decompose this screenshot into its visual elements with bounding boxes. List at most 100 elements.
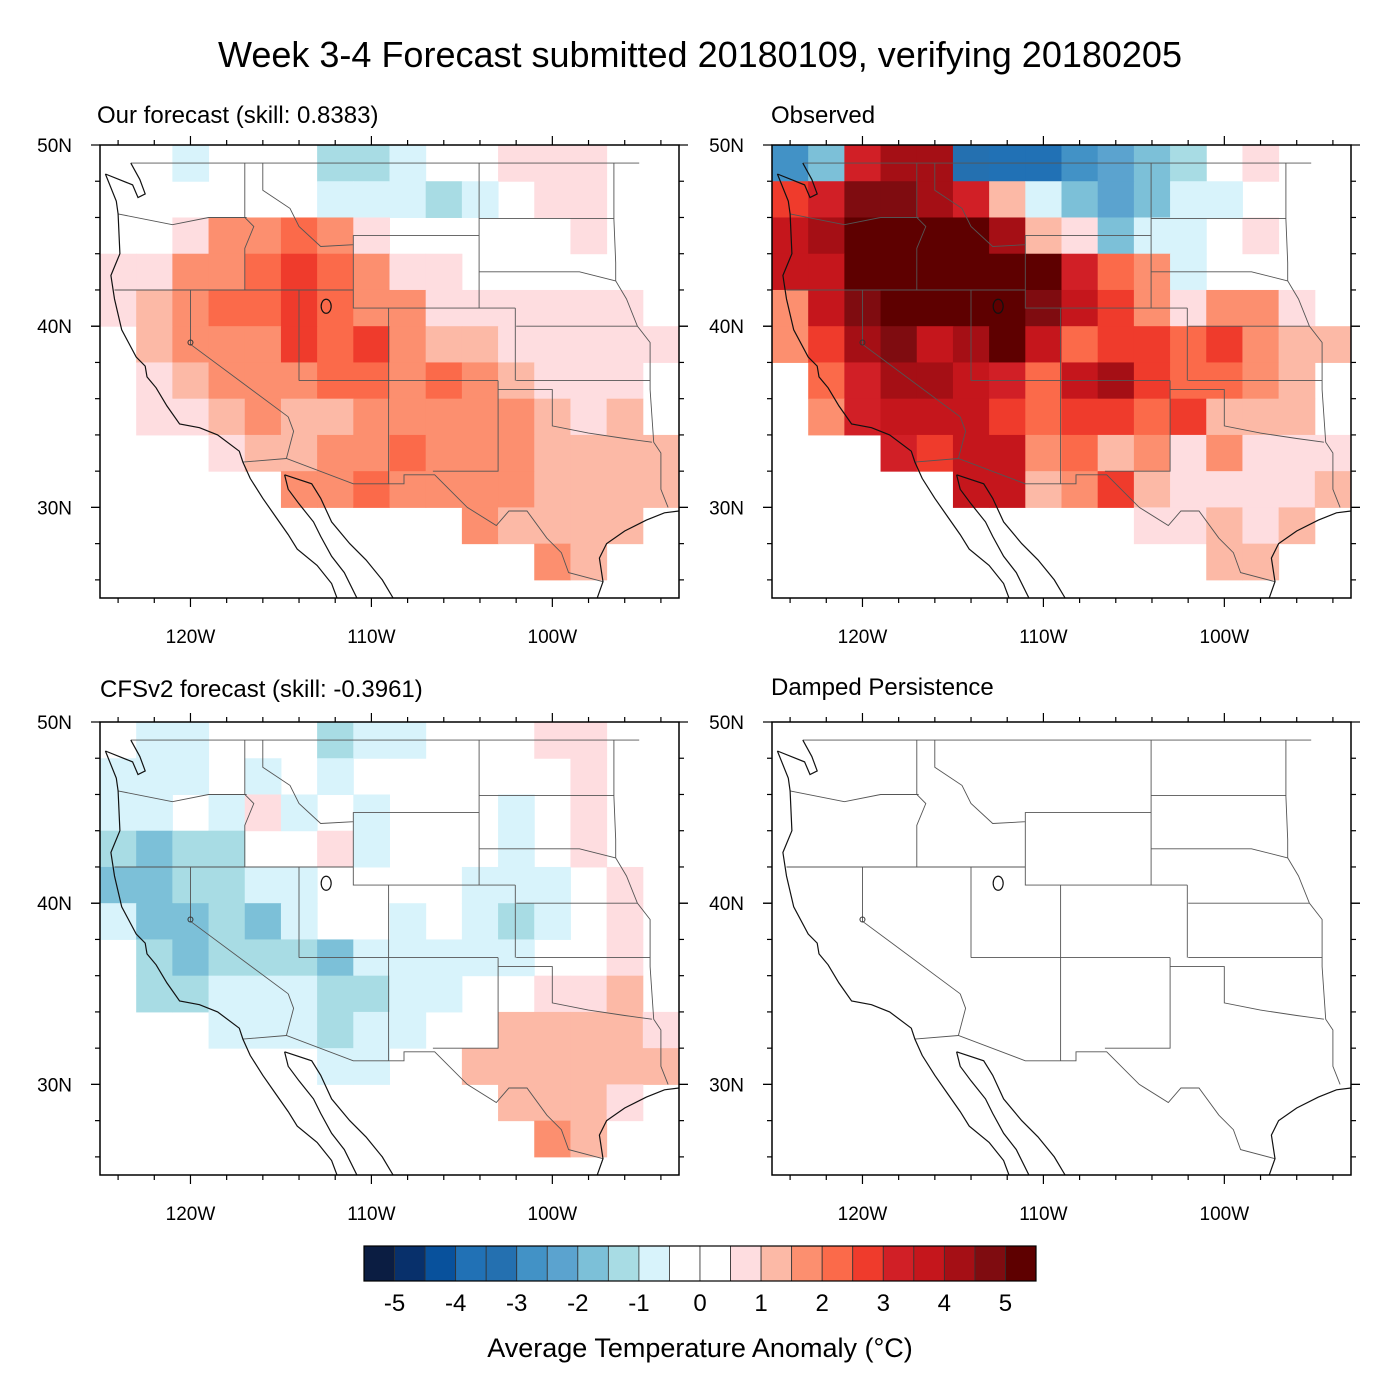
anomaly-cell (1242, 326, 1280, 363)
anomaly-cell (244, 939, 282, 977)
anomaly-cell (534, 1084, 571, 1122)
state-border (916, 740, 927, 867)
colorbar-box (760, 1245, 793, 1282)
anomaly-cell (317, 1011, 354, 1049)
anomaly-cell (1206, 181, 1243, 218)
anomaly-cell (353, 830, 390, 868)
anomaly-cell (244, 1011, 282, 1049)
anomaly-cell (606, 1011, 644, 1049)
anomaly-cell (317, 289, 354, 327)
coastline (956, 1051, 1030, 1175)
state-border (244, 740, 255, 867)
map-outlines (776, 162, 1351, 598)
anomaly-cell (389, 253, 427, 291)
lon-label: 100W (528, 1204, 578, 1225)
anomaly-cell (461, 181, 499, 218)
colorbar-tick-label: -1 (628, 1290, 649, 1317)
anomaly-cell (208, 1011, 246, 1049)
anomaly-cell (606, 434, 644, 472)
state-border (190, 290, 289, 418)
anomaly-cell (280, 434, 318, 472)
anomaly-cell (1133, 471, 1171, 508)
anomaly-cell (498, 1048, 535, 1085)
colorbar-box (516, 1245, 548, 1282)
anomaly-cell (808, 362, 845, 400)
anomaly-cell (389, 434, 427, 472)
anomaly-cell (389, 398, 427, 436)
state-border (118, 790, 247, 803)
anomaly-cell (570, 975, 608, 1013)
anomaly-cell (606, 866, 644, 904)
anomaly-cell (1278, 398, 1316, 436)
anomaly-cell (1242, 217, 1280, 255)
anomaly-cell (498, 398, 535, 436)
anomaly-cell (989, 181, 1026, 218)
anomaly-cell (208, 975, 246, 1013)
anomaly-cell (136, 939, 173, 977)
anomaly-cell (498, 1011, 535, 1049)
anomaly-cell (1133, 434, 1171, 472)
lon-label: 120W (838, 1204, 888, 1225)
lake-tahoe (859, 339, 866, 346)
state-border (790, 790, 919, 803)
colorbar-box (791, 1245, 823, 1282)
state-border (914, 1035, 1276, 1160)
lon-label: 110W (347, 627, 395, 648)
map-frame (99, 721, 680, 1176)
great-salt-lake (320, 875, 332, 891)
anomaly-cell (880, 181, 918, 218)
state-border (862, 290, 961, 418)
lon-label: 100W (1200, 1204, 1250, 1225)
state-border (613, 163, 669, 508)
colorbar-box (363, 1245, 395, 1282)
colorbar-tick-label: -5 (384, 1290, 405, 1317)
anomaly-cell (989, 434, 1026, 472)
anomaly-cell (1025, 253, 1062, 291)
coastline (1268, 1087, 1351, 1175)
anomaly-cell (1170, 471, 1207, 508)
coastline (104, 173, 338, 598)
anomaly-cell (570, 181, 608, 218)
anomaly-cell (461, 507, 499, 545)
anomaly-cell (772, 253, 809, 291)
colorbar-tick-label: 2 (816, 1290, 829, 1317)
anomaly-cell (317, 217, 354, 255)
state-border (1151, 848, 1288, 859)
anomaly-cell (606, 326, 644, 363)
anomaly-cell (136, 975, 173, 1013)
anomaly-cell (136, 794, 173, 832)
lat-label: 40N (37, 894, 72, 915)
state-border (916, 163, 927, 290)
anomaly-cell (916, 326, 954, 363)
anomaly-cell (1242, 507, 1280, 545)
coastline (776, 173, 1010, 598)
anomaly-cell (606, 1084, 644, 1122)
anomaly-cell (808, 253, 845, 291)
anomaly-cell (1061, 181, 1099, 218)
anomaly-cell (425, 253, 463, 291)
anomaly-cell (317, 398, 354, 436)
coastline (776, 750, 1010, 1175)
anomaly-cell (1170, 507, 1207, 545)
anomaly-cell (1025, 181, 1062, 218)
anomaly-cell (1133, 507, 1171, 545)
anomaly-cell (642, 326, 679, 363)
anomaly-cell (244, 289, 282, 327)
anomaly-cell (172, 758, 210, 795)
anomaly-cell (208, 794, 246, 832)
anomaly-cell (1061, 253, 1099, 291)
state-border (498, 389, 652, 443)
anomaly-cell (317, 434, 354, 472)
state-border (285, 993, 295, 1036)
anomaly-cell (606, 507, 644, 545)
anomaly-cell (916, 434, 954, 472)
anomaly-cell (353, 471, 390, 508)
colorbar-box (974, 1245, 1006, 1282)
anomaly-cell (461, 471, 499, 508)
map-outlines (776, 739, 1351, 1175)
lon-label: 100W (1200, 627, 1250, 648)
colorbar-box (638, 1245, 670, 1282)
state-border (1170, 389, 1324, 443)
anomaly-cell (136, 289, 173, 327)
coastline (1268, 510, 1351, 598)
